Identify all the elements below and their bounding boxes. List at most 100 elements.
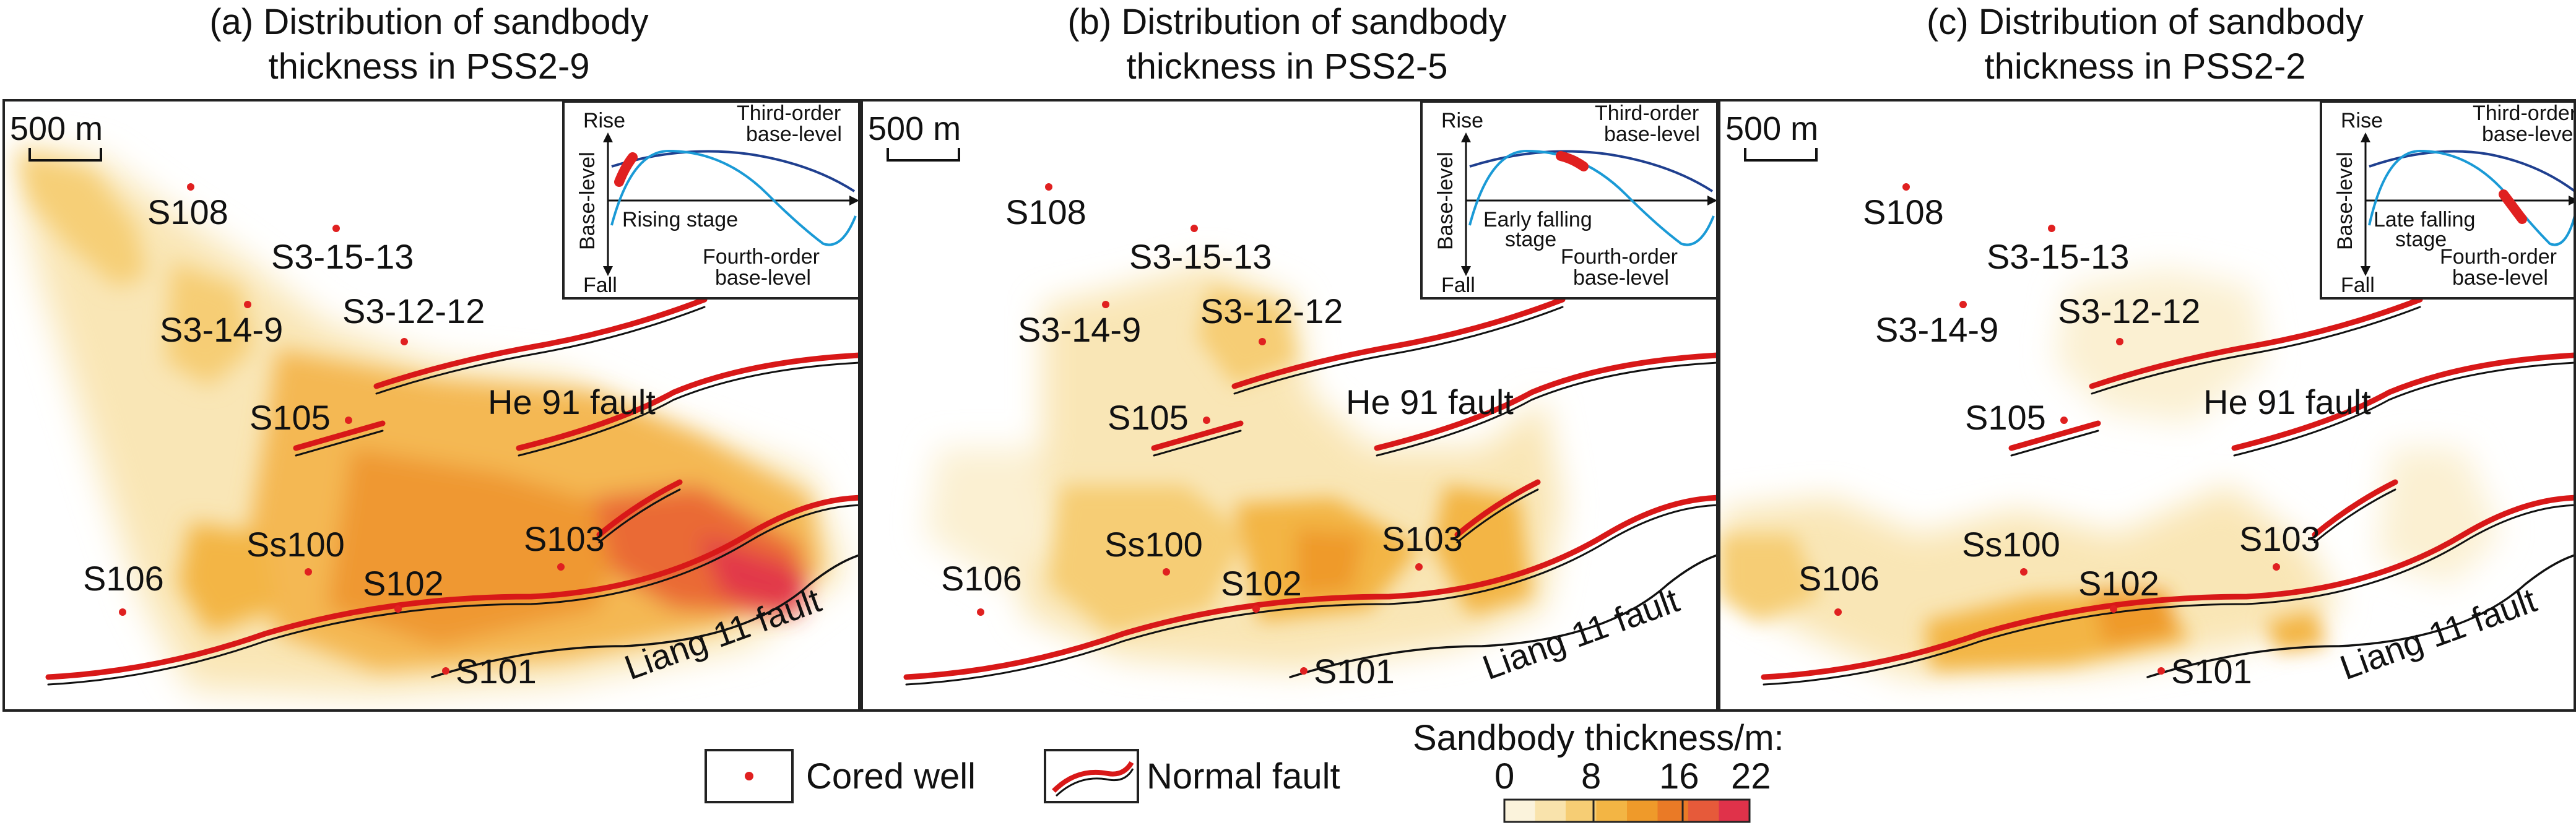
- ramp-swatch: [1504, 800, 1535, 822]
- well-dot: [401, 338, 408, 345]
- well-dot: [2020, 568, 2027, 576]
- panel-a-title: (a) Distribution of sandbody thickness i…: [0, 0, 858, 89]
- base-level-inset-a: Rise Fall Base-level Third-order base-le…: [562, 102, 858, 300]
- panel-a-title-line1: (a) Distribution of sandbody: [209, 2, 649, 42]
- well-dot: [2110, 605, 2117, 613]
- well-label: S101: [456, 652, 537, 691]
- inset-axis-label: Base-level: [1434, 152, 1457, 250]
- well-label: S108: [1863, 192, 1944, 231]
- ramp-swatch: [1627, 800, 1658, 822]
- legend-cored-well-label: Cored well: [806, 756, 976, 797]
- well-dot: [557, 563, 565, 571]
- legend-cored-well: Cored well: [705, 749, 976, 803]
- scale-label-a: 500 m: [10, 110, 103, 147]
- well-dot: [1045, 183, 1052, 191]
- inset-third-order-label: base-level: [2482, 123, 2576, 146]
- ramp-swatch: [1566, 800, 1597, 822]
- base-level-inset-c: Rise Fall Base-level Third-order base-le…: [2320, 102, 2576, 300]
- panel-c-title-line1: (c) Distribution of sandbody: [1927, 2, 2364, 42]
- inset-stage-label: Late falling: [2374, 208, 2475, 231]
- wells-a: S108 S3-15-13 S3-14-9 S3-12-12 S105 Ss10…: [83, 183, 605, 691]
- well-dot: [2048, 225, 2055, 232]
- inset-axis-label: Base-level: [576, 152, 599, 250]
- well-dot: [2060, 417, 2068, 424]
- well-label: S3-14-9: [1018, 310, 1141, 349]
- ramp-swatch: [1688, 800, 1719, 822]
- ramp-swatch: [1657, 800, 1689, 822]
- well-dot: [1834, 608, 1842, 616]
- well-label: S102: [363, 564, 444, 603]
- inset-third-order-label: Third-order: [737, 102, 841, 125]
- well-dot: [305, 568, 312, 576]
- well-dot: [187, 183, 194, 191]
- fault-lines-b: [903, 296, 1716, 686]
- well-dot: [345, 417, 352, 424]
- panel-b-title-line1: (b) Distribution of sandbody: [1067, 2, 1507, 42]
- fault-label-he91: He 91 fault: [488, 382, 656, 421]
- inset-fourth-order-label: Fourth-order: [2440, 245, 2557, 269]
- well-label: S108: [147, 192, 228, 231]
- legend-tick-16: 16: [1659, 756, 1699, 797]
- ramp-swatch: [1535, 800, 1566, 822]
- inset-fourth-order-label: base-level: [2452, 266, 2548, 290]
- well-dot: [394, 605, 402, 613]
- well-dot: [1163, 568, 1170, 576]
- well-label: Ss100: [1104, 525, 1203, 564]
- well-label: S3-15-13: [1129, 237, 1272, 276]
- inset-third-order-label: Third-order: [2473, 102, 2576, 125]
- well-label: S101: [2171, 652, 2252, 691]
- inset-fall-label: Fall: [2341, 274, 2375, 297]
- well-label: S103: [2239, 519, 2320, 558]
- well-label: S3-14-9: [1875, 310, 1998, 349]
- well-dot: [1415, 563, 1423, 571]
- base-level-inset-b: Rise Fall Base-level Third-order base-le…: [1420, 102, 1716, 300]
- panel-a-title-line2: thickness in PSS2-9: [268, 46, 590, 87]
- inset-rise-label: Rise: [2341, 109, 2383, 132]
- well-dot: [119, 608, 126, 616]
- fault-label-he91: He 91 fault: [1346, 382, 1514, 421]
- scale-label-b: 500 m: [868, 110, 961, 147]
- well-dot: [332, 225, 340, 232]
- well-dot: [1300, 667, 1308, 675]
- legend: Cored well Normal fault Sandbody thickne…: [705, 718, 1784, 823]
- panel-a-map: 500 m S108 S3-15-13 S3-14-9 S3-12-12 S10…: [2, 99, 861, 712]
- well-label: S108: [1005, 192, 1086, 231]
- scale-bar-b: 500 m: [868, 110, 961, 162]
- inset-third-order-label: base-level: [1604, 123, 1700, 146]
- well-dot: [1252, 605, 1260, 613]
- legend-tick-22: 22: [1731, 756, 1771, 797]
- panel-c-title: (c) Distribution of sandbody thickness i…: [1716, 0, 2574, 89]
- thickness-contours-c: [1720, 269, 2500, 677]
- inset-stage-label: Early falling: [1483, 208, 1592, 231]
- fault-label-liang11: Liang 11 fault: [2335, 580, 2542, 687]
- well-dot: [1259, 338, 1266, 345]
- inset-axis-label: Base-level: [2333, 152, 2357, 250]
- legend-thickness: Sandbody thickness/m: 0 8 16 22: [1413, 718, 1784, 823]
- inset-stage-label: stage: [1505, 228, 1556, 251]
- well-dot: [1203, 417, 1210, 424]
- well-label: S102: [2078, 564, 2159, 603]
- ramp-swatch: [1719, 800, 1750, 822]
- panel-c-title-line2: thickness in PSS2-2: [1984, 46, 2306, 87]
- inset-third-order-label: base-level: [746, 123, 842, 146]
- well-label: S105: [1965, 398, 2046, 437]
- well-dot-icon: [745, 772, 753, 780]
- well-label: S3-12-12: [1200, 292, 1343, 330]
- inset-fourth-order-label: base-level: [715, 266, 811, 290]
- inset-fall-label: Fall: [1441, 274, 1475, 297]
- well-label: Ss100: [1962, 525, 2060, 564]
- fault-line-icon: [1052, 761, 1134, 793]
- legend-normal-fault-label: Normal fault: [1147, 756, 1340, 797]
- well-dot: [2273, 563, 2280, 571]
- fault-label-he91: He 91 fault: [2203, 382, 2371, 421]
- panel-b-map: 500 m S108 S3-15-13 S3-14-9 S3-12-12 S10…: [861, 99, 1719, 712]
- inset-fourth-order-label: Fourth-order: [703, 245, 820, 269]
- well-label: S101: [1314, 652, 1395, 691]
- scale-label-c: 500 m: [1725, 110, 1818, 147]
- well-label: S3-12-12: [342, 292, 485, 330]
- well-label: S3-15-13: [271, 237, 414, 276]
- well-dot: [1190, 225, 1198, 232]
- thickness-color-ramp: [1504, 800, 1750, 822]
- inset-rise-label: Rise: [583, 109, 625, 132]
- well-dot: [244, 301, 251, 308]
